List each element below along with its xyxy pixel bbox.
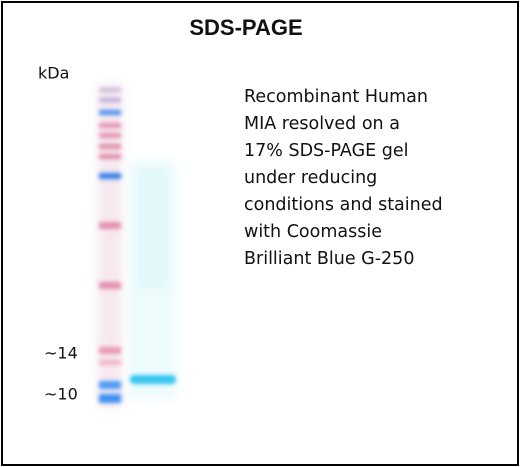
description-line: Brilliant Blue G-250 bbox=[244, 249, 414, 269]
description-line: 17% SDS-PAGE gel bbox=[244, 141, 408, 161]
description-line: MIA resolved on a bbox=[244, 114, 400, 134]
description-line: with Coomassie bbox=[244, 222, 382, 242]
marker-label: ~14 bbox=[44, 344, 78, 363]
ladder-lane bbox=[98, 84, 122, 406]
description: Recombinant Human MIA resolved on a 17% … bbox=[244, 87, 443, 269]
gel bbox=[98, 84, 176, 406]
unit-label: kDa bbox=[38, 64, 69, 83]
sample-bands bbox=[130, 168, 176, 384]
description-line: conditions and stained bbox=[244, 195, 443, 215]
marker-label: ~10 bbox=[44, 385, 78, 404]
description-line: Recombinant Human bbox=[244, 87, 428, 107]
title: SDS-PAGE bbox=[189, 15, 302, 40]
description-line: under reducing bbox=[244, 168, 377, 188]
ladder-bands bbox=[99, 88, 121, 403]
